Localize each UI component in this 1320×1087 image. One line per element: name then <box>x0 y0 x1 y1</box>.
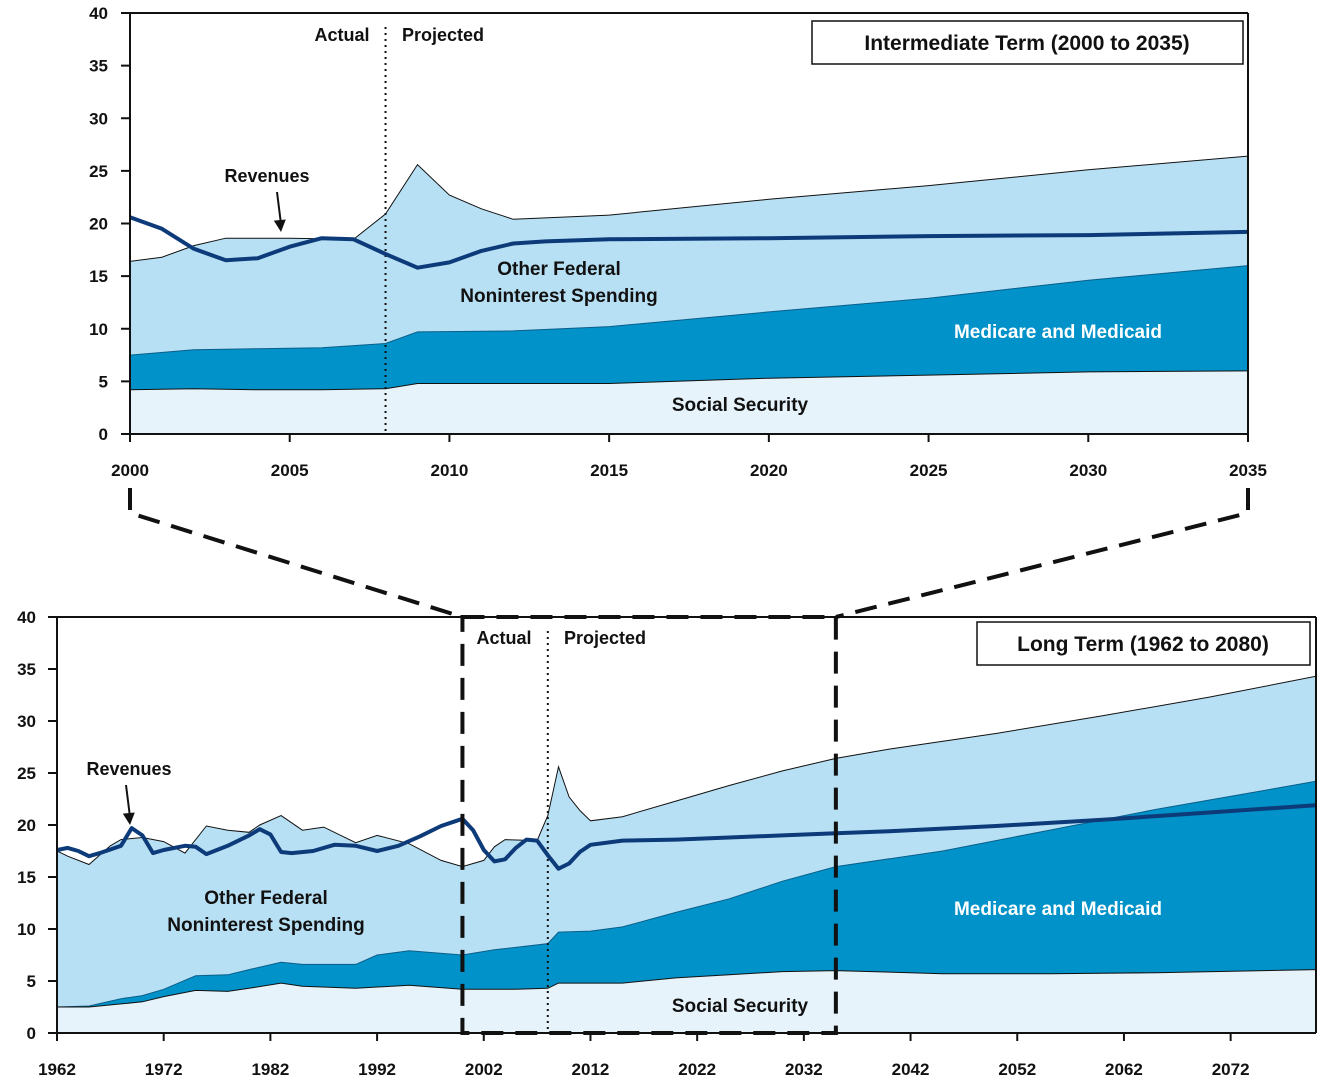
revenues-label: Revenues <box>224 166 309 186</box>
actual-label: Actual <box>314 25 369 45</box>
medicare-outline <box>130 265 1248 356</box>
x-tick-label: 2022 <box>678 1060 716 1079</box>
x-tick-label: 2005 <box>271 461 309 480</box>
social-security-label: Social Security <box>672 996 809 1017</box>
plot-area <box>57 617 1316 1033</box>
x-tick-label: 2002 <box>465 1060 503 1079</box>
area-social-security <box>57 969 1316 1033</box>
medicare-medicaid-label: Medicare and Medicaid <box>954 322 1162 343</box>
y-tick-label: 0 <box>27 1024 36 1043</box>
revenues-arrow-head <box>273 219 286 232</box>
area-medicare-medicaid <box>130 265 1248 390</box>
area-social-security <box>130 370 1248 434</box>
social-security-label: Social Security <box>672 395 809 416</box>
y-tick-label: 15 <box>17 868 36 887</box>
revenues-arrow-shaft <box>276 191 282 225</box>
y-tick-label: 30 <box>17 712 36 731</box>
other-spending-label: Other Federal <box>204 888 328 909</box>
x-tick-label: 2000 <box>111 461 149 480</box>
y-tick-label: 5 <box>99 372 108 391</box>
x-tick-label: 2010 <box>431 461 469 480</box>
revenues-series-line <box>57 803 1316 871</box>
y-tick-label: 30 <box>89 109 108 128</box>
projected-label: Projected <box>564 628 646 648</box>
x-tick-label: 2030 <box>1069 461 1107 480</box>
zoom-window-box <box>460 615 838 1035</box>
area-other-federal-spending <box>130 156 1248 356</box>
x-tick-label: 2032 <box>785 1060 823 1079</box>
x-tick-label: 2035 <box>1229 461 1267 480</box>
chart-panel-2: 0 5 10 15 20 25 30 35 40 1962 1972 1982 1992 2002 2012… <box>17 608 1317 1079</box>
medicare-medicaid-label: Medicare and Medicaid <box>954 899 1162 920</box>
zoom-connector-right <box>835 488 1250 619</box>
y-tick-label: 40 <box>17 608 36 627</box>
y-tick-label: 15 <box>89 267 108 286</box>
y-tick-label: 5 <box>27 972 36 991</box>
actual-label: Actual <box>476 628 531 648</box>
other-spending-label-line2: Noninterest Spending <box>167 915 364 936</box>
y-tick-label: 25 <box>17 764 36 783</box>
y-tick-label: 35 <box>17 660 36 679</box>
y-tick-label: 0 <box>99 425 108 444</box>
chart-title-box <box>811 20 1244 65</box>
x-tick-label: 2020 <box>750 461 788 480</box>
chart-title: Long Term (1962 to 2080) <box>1017 633 1269 656</box>
y-tick-label: 10 <box>89 320 108 339</box>
revenues-arrow-shaft <box>125 784 131 818</box>
y-tick-label: 20 <box>17 816 36 835</box>
x-tick-label: 2042 <box>892 1060 930 1079</box>
total-spending-outline <box>130 155 1248 262</box>
social-security-outline <box>57 969 1316 1008</box>
revenues-label: Revenues <box>86 759 171 779</box>
x-tick-label: 2015 <box>590 461 628 480</box>
plot-area <box>130 13 1248 434</box>
x-tick-label: 2025 <box>910 461 948 480</box>
x-tick-label: 1962 <box>38 1060 76 1079</box>
y-tick-label: 10 <box>17 920 36 939</box>
x-tick-label: 1982 <box>251 1060 289 1079</box>
y-tick-label: 35 <box>89 57 108 76</box>
social-security-outline <box>130 370 1248 391</box>
area-medicare-medicaid <box>57 781 1316 1007</box>
area-other-federal-spending <box>57 676 1316 1007</box>
chart-title: Intermediate Term (2000 to 2035) <box>864 32 1189 55</box>
x-tick-label: 1972 <box>145 1060 183 1079</box>
other-spending-label-line2: Noninterest Spending <box>460 286 657 307</box>
x-tick-label: 2072 <box>1212 1060 1250 1079</box>
other-spending-label: Other Federal <box>497 259 621 280</box>
y-tick-label: 25 <box>89 162 108 181</box>
x-tick-label: 2052 <box>998 1060 1036 1079</box>
x-tick-label: 1992 <box>358 1060 396 1079</box>
projected-label: Projected <box>402 25 484 45</box>
x-tick-label: 2062 <box>1105 1060 1143 1079</box>
y-tick-label: 20 <box>89 215 108 234</box>
y-tick-label: 40 <box>89 4 108 23</box>
zoom-connector-left <box>128 488 464 619</box>
revenues-series-line <box>130 215 1248 270</box>
revenues-arrow-head <box>122 812 135 825</box>
x-tick-label: 2012 <box>572 1060 610 1079</box>
chart-title-box <box>976 621 1311 666</box>
